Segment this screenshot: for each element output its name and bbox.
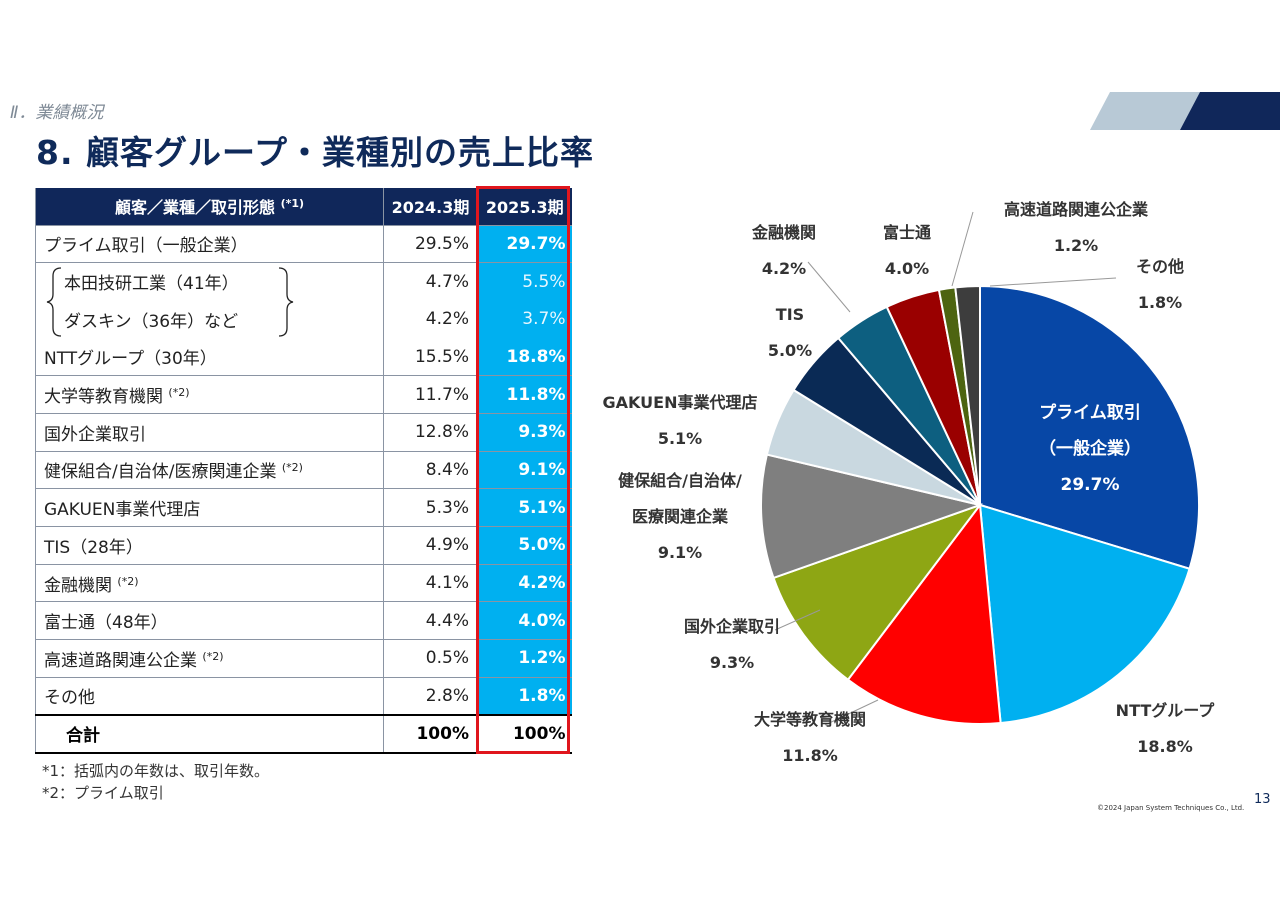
- slice-label: 大学等教育機関 11.8%: [754, 710, 866, 765]
- table-row: ダスキン（36年）など 4.2% 3.7%: [35, 300, 572, 339]
- total-prev: 100%: [383, 713, 478, 754]
- leader-line: [951, 211, 974, 287]
- table-row: 高速道路関連公企業 (*2) 0.5% 1.2%: [35, 639, 572, 678]
- row-label: NTTグループ（30年）: [35, 338, 384, 377]
- row-label: プライム取引（一般企業）: [35, 225, 384, 264]
- table-row: 金融機関 (*2) 4.1% 4.2%: [35, 564, 572, 603]
- row-curr: 9.1%: [477, 451, 572, 490]
- row-label: 健保組合/自治体/医療関連企業 (*2): [35, 451, 384, 490]
- row-prev: 29.5%: [383, 225, 478, 264]
- table-header-row: 顧客／業種／取引形態 (*1) 2024.3期 2025.3期: [35, 188, 572, 226]
- slice-label: GAKUEN事業代理店 5.1%: [603, 393, 758, 448]
- row-curr: 18.8%: [477, 338, 572, 377]
- total-curr: 100%: [477, 713, 572, 754]
- pie-slice: [954, 284, 981, 506]
- table-row: NTTグループ（30年） 15.5% 18.8%: [35, 338, 572, 377]
- header-prev: 2024.3期: [383, 188, 478, 226]
- row-label: 大学等教育機関 (*2): [35, 375, 384, 414]
- table-row: プライム取引（一般企業） 29.5% 29.7%: [35, 225, 572, 264]
- slice-label: NTTグループ 18.8%: [1116, 701, 1216, 756]
- slice-label: 国外企業取引 9.3%: [684, 617, 780, 672]
- total-label: 合計: [35, 713, 384, 754]
- copyright: ©2024 Japan System Techniques Co., Ltd.: [1097, 804, 1245, 812]
- pie-slice: [979, 284, 1200, 570]
- row-curr: 3.7%: [477, 300, 572, 339]
- table-row: 大学等教育機関 (*2) 11.7% 11.8%: [35, 375, 572, 414]
- row-curr: 5.0%: [477, 526, 572, 565]
- row-curr: 29.7%: [477, 225, 572, 264]
- table-row: 本田技研工業（41年） 4.7% 5.5%: [35, 262, 572, 301]
- section-label: Ⅱ．業績概況: [10, 103, 104, 123]
- row-label: 高速道路関連公企業 (*2): [35, 639, 384, 678]
- table-row: 富士通（48年） 4.4% 4.0%: [35, 601, 572, 641]
- row-prev: 4.1%: [383, 564, 478, 603]
- header-label: 顧客／業種／取引形態 (*1): [35, 188, 384, 226]
- row-curr: 11.8%: [477, 375, 572, 414]
- row-prev: 4.2%: [383, 300, 478, 339]
- leader-line: [824, 699, 879, 726]
- table-row: TIS（28年） 4.9% 5.0%: [35, 526, 572, 565]
- total-row: 合計 100% 100%: [35, 713, 572, 754]
- row-label: 金融機関 (*2): [35, 564, 384, 603]
- page-number: 13: [1254, 792, 1271, 807]
- row-curr: 4.2%: [477, 564, 572, 603]
- row-curr: 9.3%: [477, 413, 572, 452]
- row-prev: 8.4%: [383, 451, 478, 490]
- row-prev: 2.8%: [383, 677, 478, 716]
- slice-label: 富士通 4.0%: [883, 223, 931, 278]
- row-curr: 1.8%: [477, 677, 572, 716]
- table-row: GAKUEN事業代理店 5.3% 5.1%: [35, 488, 572, 527]
- pie-slice: [760, 453, 984, 580]
- slice-label: その他 1.8%: [1136, 257, 1184, 312]
- pie-slice: [772, 502, 983, 682]
- row-label: 本田技研工業（41年）: [35, 262, 384, 301]
- row-prev: 4.9%: [383, 526, 478, 565]
- sales-ratio-table: 顧客／業種／取引形態 (*1) 2024.3期 2025.3期 プライム取引（一…: [35, 188, 572, 754]
- table-row: 健保組合/自治体/医療関連企業 (*2) 8.4% 9.1%: [35, 451, 572, 490]
- leader-line: [989, 277, 1117, 287]
- table-row: 国外企業取引 12.8% 9.3%: [35, 413, 572, 452]
- row-curr: 4.0%: [477, 601, 572, 641]
- footnotes: *1：括弧内の年数は、取引年数。 *2：プライム取引: [42, 760, 269, 804]
- table-row: その他 2.8% 1.8%: [35, 677, 572, 716]
- row-curr: 5.5%: [477, 262, 572, 301]
- leader-line: [774, 609, 821, 631]
- row-prev: 4.7%: [383, 262, 478, 301]
- subitem-bracket: [46, 267, 294, 337]
- header-decoration: [1090, 92, 1280, 130]
- row-prev: 11.7%: [383, 375, 478, 414]
- row-prev: 0.5%: [383, 639, 478, 678]
- pie-slice: [978, 503, 1191, 725]
- header-curr: 2025.3期: [477, 188, 572, 226]
- row-prev: 5.3%: [383, 488, 478, 527]
- row-label: その他: [35, 677, 384, 716]
- slice-label: プライム取引（一般企業） 29.7%: [1039, 402, 1141, 495]
- pie-slice: [846, 502, 1002, 725]
- slice-label: TIS 5.0%: [768, 305, 812, 360]
- row-label: TIS（28年）: [35, 526, 384, 565]
- footnote-2: *2：プライム取引: [42, 784, 164, 802]
- row-label: 国外企業取引: [35, 413, 384, 452]
- row-prev: 15.5%: [383, 338, 478, 377]
- row-label: ダスキン（36年）など: [35, 300, 384, 339]
- row-label: GAKUEN事業代理店: [35, 488, 384, 527]
- row-prev: 4.4%: [383, 601, 478, 641]
- slice-label: 健保組合/自治体/医療関連企業 9.1%: [618, 471, 742, 562]
- row-prev: 12.8%: [383, 413, 478, 452]
- leader-line: [807, 261, 851, 313]
- row-curr: 5.1%: [477, 488, 572, 527]
- row-label: 富士通（48年）: [35, 601, 384, 641]
- page-title: 8. 顧客グループ・業種別の売上比率: [36, 133, 595, 172]
- pie-chart: プライム取引（一般企業） 29.7% NTTグループ 18.8% 大学等教育機関 11.8…: [603, 200, 1216, 765]
- footnote-1: *1：括弧内の年数は、取引年数。: [42, 762, 270, 780]
- slice-label: 高速道路関連公企業 1.2%: [1004, 200, 1149, 255]
- row-curr: 1.2%: [477, 639, 572, 678]
- slice-label: 金融機関 4.2%: [751, 223, 816, 278]
